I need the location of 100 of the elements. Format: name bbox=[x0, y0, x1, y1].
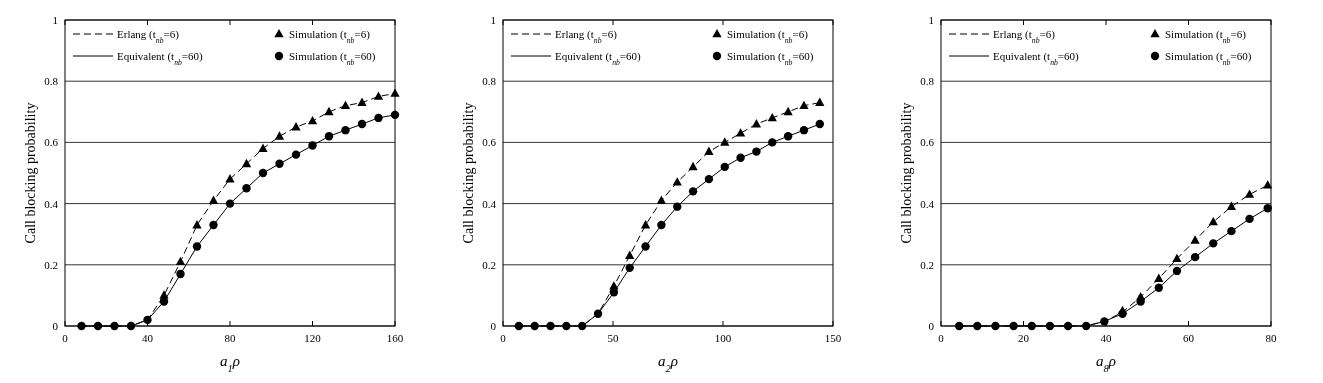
point bbox=[110, 321, 119, 331]
point bbox=[324, 132, 334, 141]
x-tick-label: 150 bbox=[824, 332, 842, 344]
point bbox=[340, 100, 351, 110]
x-tick-label: 20 bbox=[1018, 332, 1030, 344]
x-tick-label: 80 bbox=[224, 332, 236, 344]
point bbox=[242, 184, 251, 193]
point bbox=[578, 321, 587, 331]
point bbox=[657, 220, 666, 230]
point bbox=[274, 131, 285, 140]
point bbox=[656, 195, 667, 204]
y-axis-title: Call blocking probability bbox=[23, 102, 38, 244]
point bbox=[1245, 214, 1254, 224]
point bbox=[593, 309, 603, 318]
point bbox=[514, 321, 524, 331]
x-axis-title: a$_{2}$ρ bbox=[658, 353, 678, 374]
point bbox=[640, 219, 651, 229]
y-tick-label: 0.6 bbox=[44, 136, 59, 149]
y-tick-label: 0 bbox=[928, 320, 935, 332]
x-tick-label: 120 bbox=[304, 332, 322, 344]
point bbox=[704, 146, 714, 155]
point bbox=[1226, 201, 1237, 211]
point bbox=[815, 97, 825, 106]
point bbox=[768, 138, 777, 147]
point bbox=[720, 137, 730, 146]
point bbox=[192, 242, 202, 251]
legend-label: Simulation (t$_{nb}$=6) bbox=[1165, 28, 1247, 45]
point bbox=[1027, 321, 1036, 331]
legend-label: Erlang (t$_{nb}$=6) bbox=[555, 28, 618, 45]
y-axis-title: Call blocking probability bbox=[461, 102, 476, 244]
point bbox=[735, 128, 746, 137]
legend-label: Erlang (t$_{nb}$=6) bbox=[993, 28, 1056, 45]
point bbox=[175, 256, 186, 266]
point bbox=[546, 321, 555, 331]
point bbox=[1208, 216, 1218, 226]
point bbox=[225, 199, 235, 208]
point bbox=[672, 177, 682, 186]
point bbox=[799, 100, 809, 110]
legend-label: Simulation (t$_{nb}$=60) bbox=[1165, 50, 1252, 67]
point bbox=[704, 174, 714, 184]
y-tick-label: 0 bbox=[52, 320, 59, 332]
point bbox=[390, 110, 400, 120]
point bbox=[258, 143, 268, 152]
y-tick-label: 0 bbox=[490, 320, 497, 332]
point bbox=[641, 242, 650, 251]
point bbox=[357, 119, 367, 129]
y-tick-label: 0.8 bbox=[482, 75, 497, 88]
x-tick-label: 0 bbox=[62, 332, 69, 344]
point bbox=[688, 161, 698, 171]
y-tick-label: 1 bbox=[52, 14, 58, 26]
y-tick-label: 1 bbox=[490, 14, 496, 26]
point bbox=[815, 119, 824, 129]
point bbox=[176, 269, 185, 279]
point bbox=[1227, 226, 1236, 236]
point bbox=[767, 112, 777, 122]
y-tick-label: 0.6 bbox=[920, 136, 935, 149]
legend-label: Erlang (t$_{nb}$=6) bbox=[117, 28, 180, 45]
point bbox=[1154, 273, 1164, 282]
point bbox=[954, 321, 964, 331]
point bbox=[1263, 180, 1273, 189]
x-tick-label: 80 bbox=[1265, 332, 1277, 344]
point bbox=[324, 106, 334, 116]
point bbox=[752, 147, 761, 156]
point bbox=[93, 321, 103, 331]
y-tick-label: 1 bbox=[928, 14, 934, 26]
y-axis-title: Call blocking probability bbox=[899, 102, 914, 244]
point bbox=[1100, 317, 1109, 326]
point bbox=[374, 113, 383, 123]
y-tick-label: 0.2 bbox=[482, 258, 496, 271]
x-tick-label: 40 bbox=[1100, 332, 1112, 344]
point bbox=[1190, 235, 1200, 244]
point bbox=[373, 91, 384, 100]
point bbox=[1244, 189, 1255, 198]
point bbox=[1045, 321, 1055, 331]
point bbox=[143, 315, 152, 325]
point bbox=[291, 150, 301, 159]
point bbox=[1136, 297, 1145, 306]
point bbox=[308, 141, 317, 150]
point bbox=[275, 159, 284, 169]
point bbox=[208, 195, 219, 204]
legend-label: Simulation (t$_{nb}$=60) bbox=[289, 50, 376, 67]
x-tick-label: 100 bbox=[714, 332, 732, 344]
point bbox=[159, 297, 169, 306]
y-tick-label: 0.2 bbox=[44, 258, 58, 271]
y-tick-label: 0.4 bbox=[482, 197, 497, 210]
point bbox=[77, 321, 86, 331]
point bbox=[688, 187, 698, 196]
y-tick-label: 0.6 bbox=[482, 136, 497, 149]
legend-label: Simulation (t$_{nb}$=6) bbox=[727, 28, 809, 45]
point bbox=[341, 125, 350, 135]
point bbox=[799, 125, 809, 135]
point bbox=[1172, 253, 1182, 263]
point bbox=[783, 106, 793, 116]
x-tick-label: 50 bbox=[607, 332, 619, 344]
y-tick-label: 0.4 bbox=[920, 197, 935, 210]
x-tick-label: 160 bbox=[386, 332, 404, 344]
point bbox=[736, 153, 745, 162]
y-tick-label: 0.8 bbox=[920, 75, 935, 88]
point bbox=[720, 162, 729, 172]
y-tick-label: 0.8 bbox=[44, 75, 59, 88]
